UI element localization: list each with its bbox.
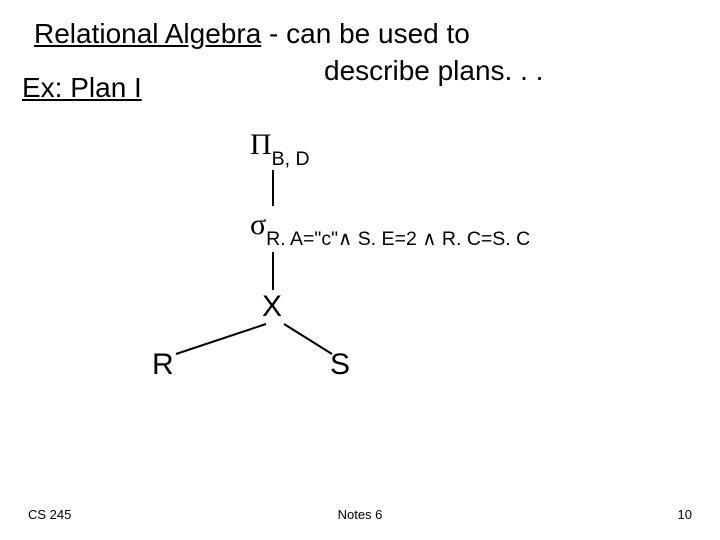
footer-right: 10 <box>678 507 692 522</box>
example-label: Ex: Plan I <box>22 72 142 104</box>
title-line-2: describe plans. . . <box>324 55 543 87</box>
sigma-sub1: R. A="c" <box>266 228 338 250</box>
sigma-symbol: σ <box>250 208 266 241</box>
sigma-and1: ∧ <box>338 228 352 250</box>
slide: Relational Algebra - can be used to desc… <box>0 0 720 540</box>
sigma-cond3: R. C=S. C <box>437 228 531 250</box>
sigma-cond2: S. E=2 <box>352 228 422 250</box>
edge-cross-R <box>170 322 270 360</box>
title-rest: - can be used to <box>261 18 470 49</box>
footer-center: Notes 6 <box>338 507 383 522</box>
title-underlined: Relational Algebra <box>34 18 261 49</box>
pi-symbol: Π <box>250 128 272 161</box>
projection-node: ΠB, D <box>250 128 310 167</box>
title-line-1: Relational Algebra - can be used to <box>34 18 470 50</box>
cross-node: X <box>262 290 282 324</box>
edge-proj-select <box>272 170 274 206</box>
pi-subscript: B, D <box>272 148 310 170</box>
selection-node: σR. A="c"∧ S. E=2 ∧ R. C=S. C <box>250 208 530 247</box>
edge-select-cross <box>272 252 274 290</box>
leaf-S: S <box>330 348 350 382</box>
footer-left: CS 245 <box>28 507 71 522</box>
leaf-R: R <box>152 348 174 382</box>
sigma-and2: ∧ <box>422 228 436 250</box>
